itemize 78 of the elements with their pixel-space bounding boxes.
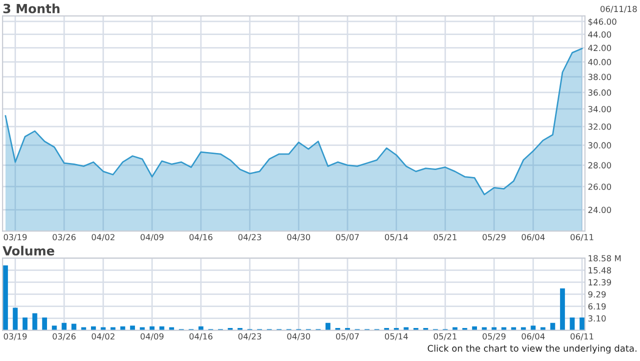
- bar: [520, 327, 526, 330]
- x-tick-label: 04/16: [189, 234, 212, 241]
- text: Click on the chart to view the underlying data.: [428, 344, 636, 354]
- bar: [32, 313, 38, 330]
- y-tick-label: 34.00: [588, 106, 612, 112]
- x-tick-label: 04/02: [92, 333, 114, 340]
- y-tick-label: 26.00: [588, 184, 612, 190]
- chart-title: Volume: [2, 246, 54, 256]
- x-tick-label: 04/30: [287, 333, 310, 340]
- x-tick-label: 05/07: [336, 234, 359, 241]
- y-tick-label: 18.58 M: [588, 255, 621, 262]
- x-tick-label: 06/11: [570, 234, 594, 241]
- bar: [81, 327, 86, 330]
- bar: [3, 265, 8, 330]
- bar: [52, 326, 57, 330]
- y-tick-label: 9.29: [588, 291, 606, 298]
- x-tick-label: 05/29: [482, 333, 506, 340]
- bar: [130, 326, 135, 330]
- bar: [580, 317, 584, 330]
- y-tick-label: 36.00: [588, 89, 612, 96]
- x-tick-label: 05/14: [384, 333, 408, 340]
- x-tick-label: 04/09: [140, 234, 164, 241]
- y-tick-label: 12.39: [588, 279, 612, 286]
- x-tick-label: 04/02: [92, 234, 114, 241]
- bar: [12, 308, 18, 330]
- y-tick-label: 15.48: [588, 267, 612, 274]
- y-tick-label: 32.00: [588, 124, 612, 130]
- bar: [492, 327, 497, 330]
- x-tick-label: 03/19: [4, 234, 27, 241]
- y-tick-label: 38.00: [588, 74, 612, 80]
- x-tick-label: 04/23: [238, 234, 262, 241]
- y-tick-label: $46.00: [588, 18, 616, 26]
- bar: [169, 327, 174, 330]
- bar: [482, 327, 487, 330]
- bar: [472, 326, 477, 330]
- y-tick-label: 28.00: [588, 162, 612, 168]
- y-tick-label: 24.00: [588, 206, 612, 214]
- y-tick-label: 6.19: [588, 303, 606, 310]
- bar: [71, 324, 76, 330]
- bar: [501, 327, 506, 330]
- x-tick-label: 04/30: [287, 234, 310, 241]
- bar: [22, 317, 28, 330]
- y-tick-label: 30.00: [588, 142, 612, 148]
- x-tick-label: 04/16: [189, 333, 212, 340]
- bar: [540, 327, 546, 330]
- x-tick-label: 06/04: [522, 234, 545, 241]
- y-tick-label: 40.00: [588, 58, 612, 66]
- text: 06/11/18: [600, 6, 637, 13]
- x-tick-label: 03/19: [4, 333, 27, 340]
- chart-title: 3 Month: [3, 4, 60, 14]
- y-tick-label: 44.00: [588, 31, 612, 38]
- x-tick-label: 05/29: [482, 234, 506, 241]
- bar: [404, 327, 409, 330]
- bar: [570, 317, 575, 330]
- x-tick-label: 04/23: [238, 333, 262, 340]
- bar: [150, 326, 155, 330]
- x-tick-label: 05/07: [336, 333, 359, 340]
- bar: [159, 326, 164, 330]
- y-tick-label: 3.10: [588, 315, 606, 322]
- y-tick-label: 42.00: [588, 44, 612, 52]
- bar: [198, 326, 204, 330]
- x-tick-label: 04/09: [140, 333, 164, 340]
- x-tick-label: 05/14: [384, 234, 408, 241]
- x-tick-label: 06/04: [522, 333, 545, 340]
- bar: [452, 327, 458, 330]
- bar: [560, 288, 565, 330]
- x-tick-label: 03/26: [52, 234, 76, 241]
- x-tick-label: 03/26: [52, 333, 76, 340]
- bar: [530, 326, 536, 330]
- bar: [326, 322, 330, 330]
- x-tick-label: 05/21: [434, 333, 456, 340]
- bar: [511, 327, 516, 330]
- x-tick-label: 05/21: [434, 234, 456, 241]
- bar: [110, 327, 116, 330]
- bar: [90, 326, 96, 330]
- bar: [42, 317, 48, 330]
- x-tick-label: 06/11: [570, 333, 594, 340]
- bar: [62, 322, 67, 330]
